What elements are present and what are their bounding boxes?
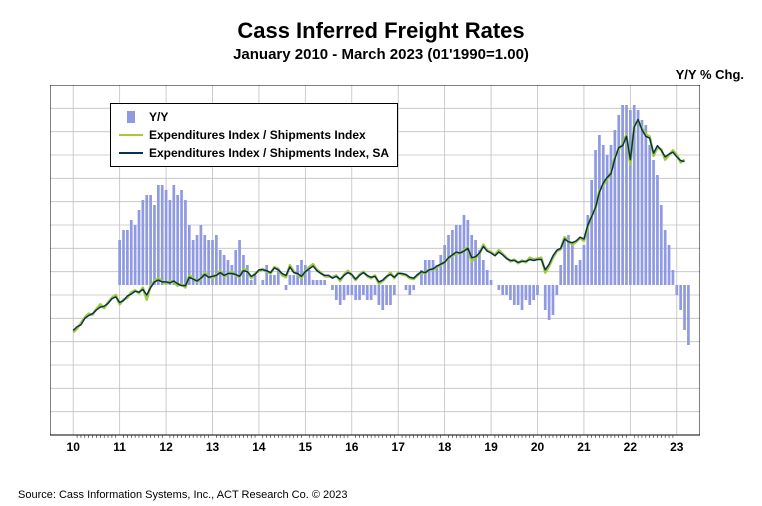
legend-row: Expenditures Index / Shipments Index	[119, 126, 389, 144]
legend-label: Y/Y	[149, 110, 168, 124]
svg-text:23: 23	[670, 440, 684, 454]
legend-row: Y/Y	[119, 108, 389, 126]
svg-text:21: 21	[577, 440, 591, 454]
svg-text:10: 10	[67, 440, 81, 454]
svg-text:14: 14	[252, 440, 266, 454]
chart-title: Cass Inferred Freight Rates	[0, 18, 762, 44]
legend-row: Expenditures Index / Shipments Index, SA	[119, 144, 389, 162]
chart-subtitle: January 2010 - March 2023 (01'1990=1.00)	[0, 46, 762, 63]
legend-label: Expenditures Index / Shipments Index	[149, 128, 366, 142]
legend-swatch-line	[119, 129, 143, 141]
svg-text:17: 17	[392, 440, 406, 454]
legend: Y/Y Expenditures Index / Shipments Index E…	[110, 103, 398, 167]
svg-text:13: 13	[206, 440, 220, 454]
svg-text:19: 19	[484, 440, 498, 454]
right-axis-title: Y/Y % Chg.	[676, 67, 744, 82]
svg-text:20: 20	[531, 440, 545, 454]
svg-text:22: 22	[624, 440, 638, 454]
legend-swatch-bar	[119, 111, 143, 123]
svg-text:11: 11	[113, 440, 126, 454]
chart-container: Cass Inferred Freight Rates January 2010…	[0, 0, 762, 506]
legend-swatch-line	[119, 147, 143, 159]
legend-label: Expenditures Index / Shipments Index, SA	[149, 146, 389, 160]
svg-text:16: 16	[345, 440, 359, 454]
source-text: Source: Cass Information Systems, Inc., …	[18, 489, 347, 501]
svg-text:18: 18	[438, 440, 452, 454]
svg-text:15: 15	[299, 440, 313, 454]
svg-text:12: 12	[159, 440, 173, 454]
